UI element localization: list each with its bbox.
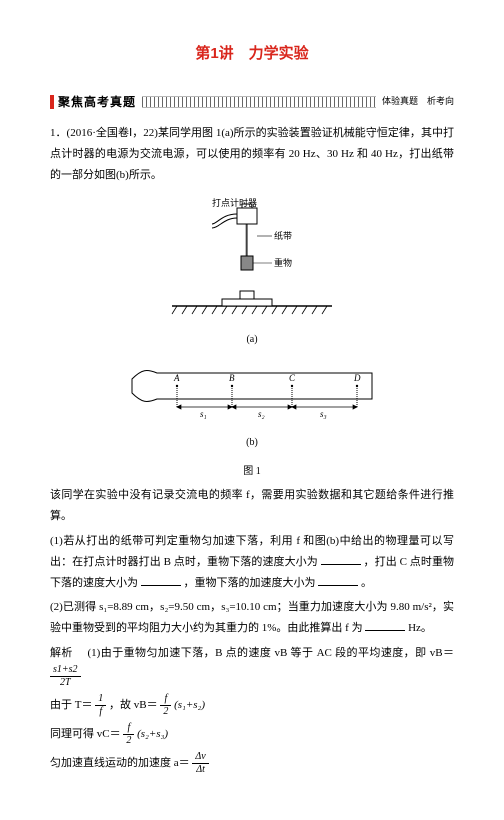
blank-1 bbox=[321, 554, 361, 565]
label-weight: 重物 bbox=[274, 257, 292, 268]
q2-text-b: Hz。 bbox=[408, 622, 432, 634]
fraction-f2a: f 2 bbox=[160, 693, 171, 718]
svg-text:s₁: s₁ bbox=[200, 409, 207, 419]
section-label: 聚焦高考真题 bbox=[58, 91, 136, 114]
q1-text-c: ，重物下落的加速度大小为 bbox=[184, 577, 316, 589]
fracf2a-num: f bbox=[160, 693, 171, 706]
blank-4 bbox=[365, 620, 405, 631]
blank-3 bbox=[318, 575, 358, 586]
ans4-text: 匀加速直线运动的加速度 a＝ bbox=[50, 757, 190, 769]
fraction-1: s1+s2 2T bbox=[50, 664, 81, 689]
figure-caption: 图 1 bbox=[50, 462, 454, 481]
question-2: (2)已测得 s₁=8.89 cm，s₂=9.50 cm，s₃=10.10 cm… bbox=[50, 597, 454, 639]
svg-text:s₃: s₃ bbox=[320, 409, 327, 419]
solution-label: 解析 bbox=[50, 647, 73, 659]
solution-line-3: 同理可得 vC＝ f 2 (s₂+s₃) bbox=[50, 722, 454, 747]
fracdv-den: Δt bbox=[192, 764, 208, 776]
frac1-num: s1+s2 bbox=[50, 664, 81, 677]
problem-stem: 1．(2016·全国卷Ⅰ，22)某同学用图 1(a)所示的实验装置验证机械能守恒… bbox=[50, 123, 454, 186]
fracdv-num: Δv bbox=[192, 751, 208, 764]
figure-a: 打点计时器 纸带 重物 (a) bbox=[50, 196, 454, 349]
frac1f-den: f bbox=[95, 706, 106, 718]
label-timer: 打点计时器 bbox=[212, 197, 257, 208]
fracf2a-den: 2 bbox=[160, 706, 171, 718]
section-header: 聚焦高考真题 体验真题 析考向 bbox=[50, 91, 454, 114]
fracf2b-den: 2 bbox=[123, 735, 134, 747]
ans2-text-a: 由于 T＝ bbox=[50, 699, 92, 711]
solution-line-2: 由于 T＝ 1 f ，故 vB＝ f 2 (s₁+s₂) bbox=[50, 693, 454, 718]
frac1f-num: 1 bbox=[95, 693, 106, 706]
ans3-text-a: 同理可得 vC＝ bbox=[50, 728, 121, 740]
ans3-text-b: (s₂+s₃) bbox=[137, 728, 168, 740]
svg-text:C: C bbox=[289, 373, 296, 383]
q1-text-d: 。 bbox=[361, 577, 372, 589]
divider-lines bbox=[142, 96, 376, 108]
figure-a-sub: (a) bbox=[50, 330, 454, 349]
paragraph-2: 该同学在实验中没有记录交流电的频率 f，需要用实验数据和其它题给条件进行推算。 bbox=[50, 485, 454, 527]
ans2-text-c: (s₁+s₂) bbox=[174, 699, 205, 711]
svg-text:A: A bbox=[173, 373, 180, 383]
figure-b-sub: (b) bbox=[50, 433, 454, 452]
accent-bar bbox=[50, 95, 54, 109]
figure-b: A B C D s₁ s₂ s₃ (b) bbox=[50, 359, 454, 452]
solution-line-1: 解析 (1)由于重物匀加速下落，B 点的速度 vB 等于 AC 段的平均速度，即… bbox=[50, 643, 454, 689]
frac1-den: 2T bbox=[50, 677, 81, 689]
svg-text:D: D bbox=[353, 373, 361, 383]
svg-text:B: B bbox=[229, 373, 235, 383]
fraction-dv: Δv Δt bbox=[192, 751, 208, 776]
fraction-1f: 1 f bbox=[95, 693, 106, 718]
ans2-text-b: ，故 vB＝ bbox=[109, 699, 158, 711]
fraction-f2b: f 2 bbox=[123, 722, 134, 747]
blank-2 bbox=[141, 575, 181, 586]
svg-text:s₂: s₂ bbox=[258, 409, 265, 419]
label-tape: 纸带 bbox=[274, 230, 292, 241]
solution-line-4: 匀加速直线运动的加速度 a＝ Δv Δt bbox=[50, 751, 454, 776]
question-1: (1)若从打出的纸带可判定重物匀加速下落，利用 f 和图(b)中给出的物理量可以… bbox=[50, 531, 454, 594]
ans1-text: (1)由于重物匀加速下落，B 点的速度 vB 等于 AC 段的平均速度，即 vB… bbox=[88, 647, 455, 659]
section-tagline: 体验真题 析考向 bbox=[382, 93, 454, 110]
page-title: 第1讲 力学实验 bbox=[50, 40, 454, 69]
fracf2b-num: f bbox=[123, 722, 134, 735]
